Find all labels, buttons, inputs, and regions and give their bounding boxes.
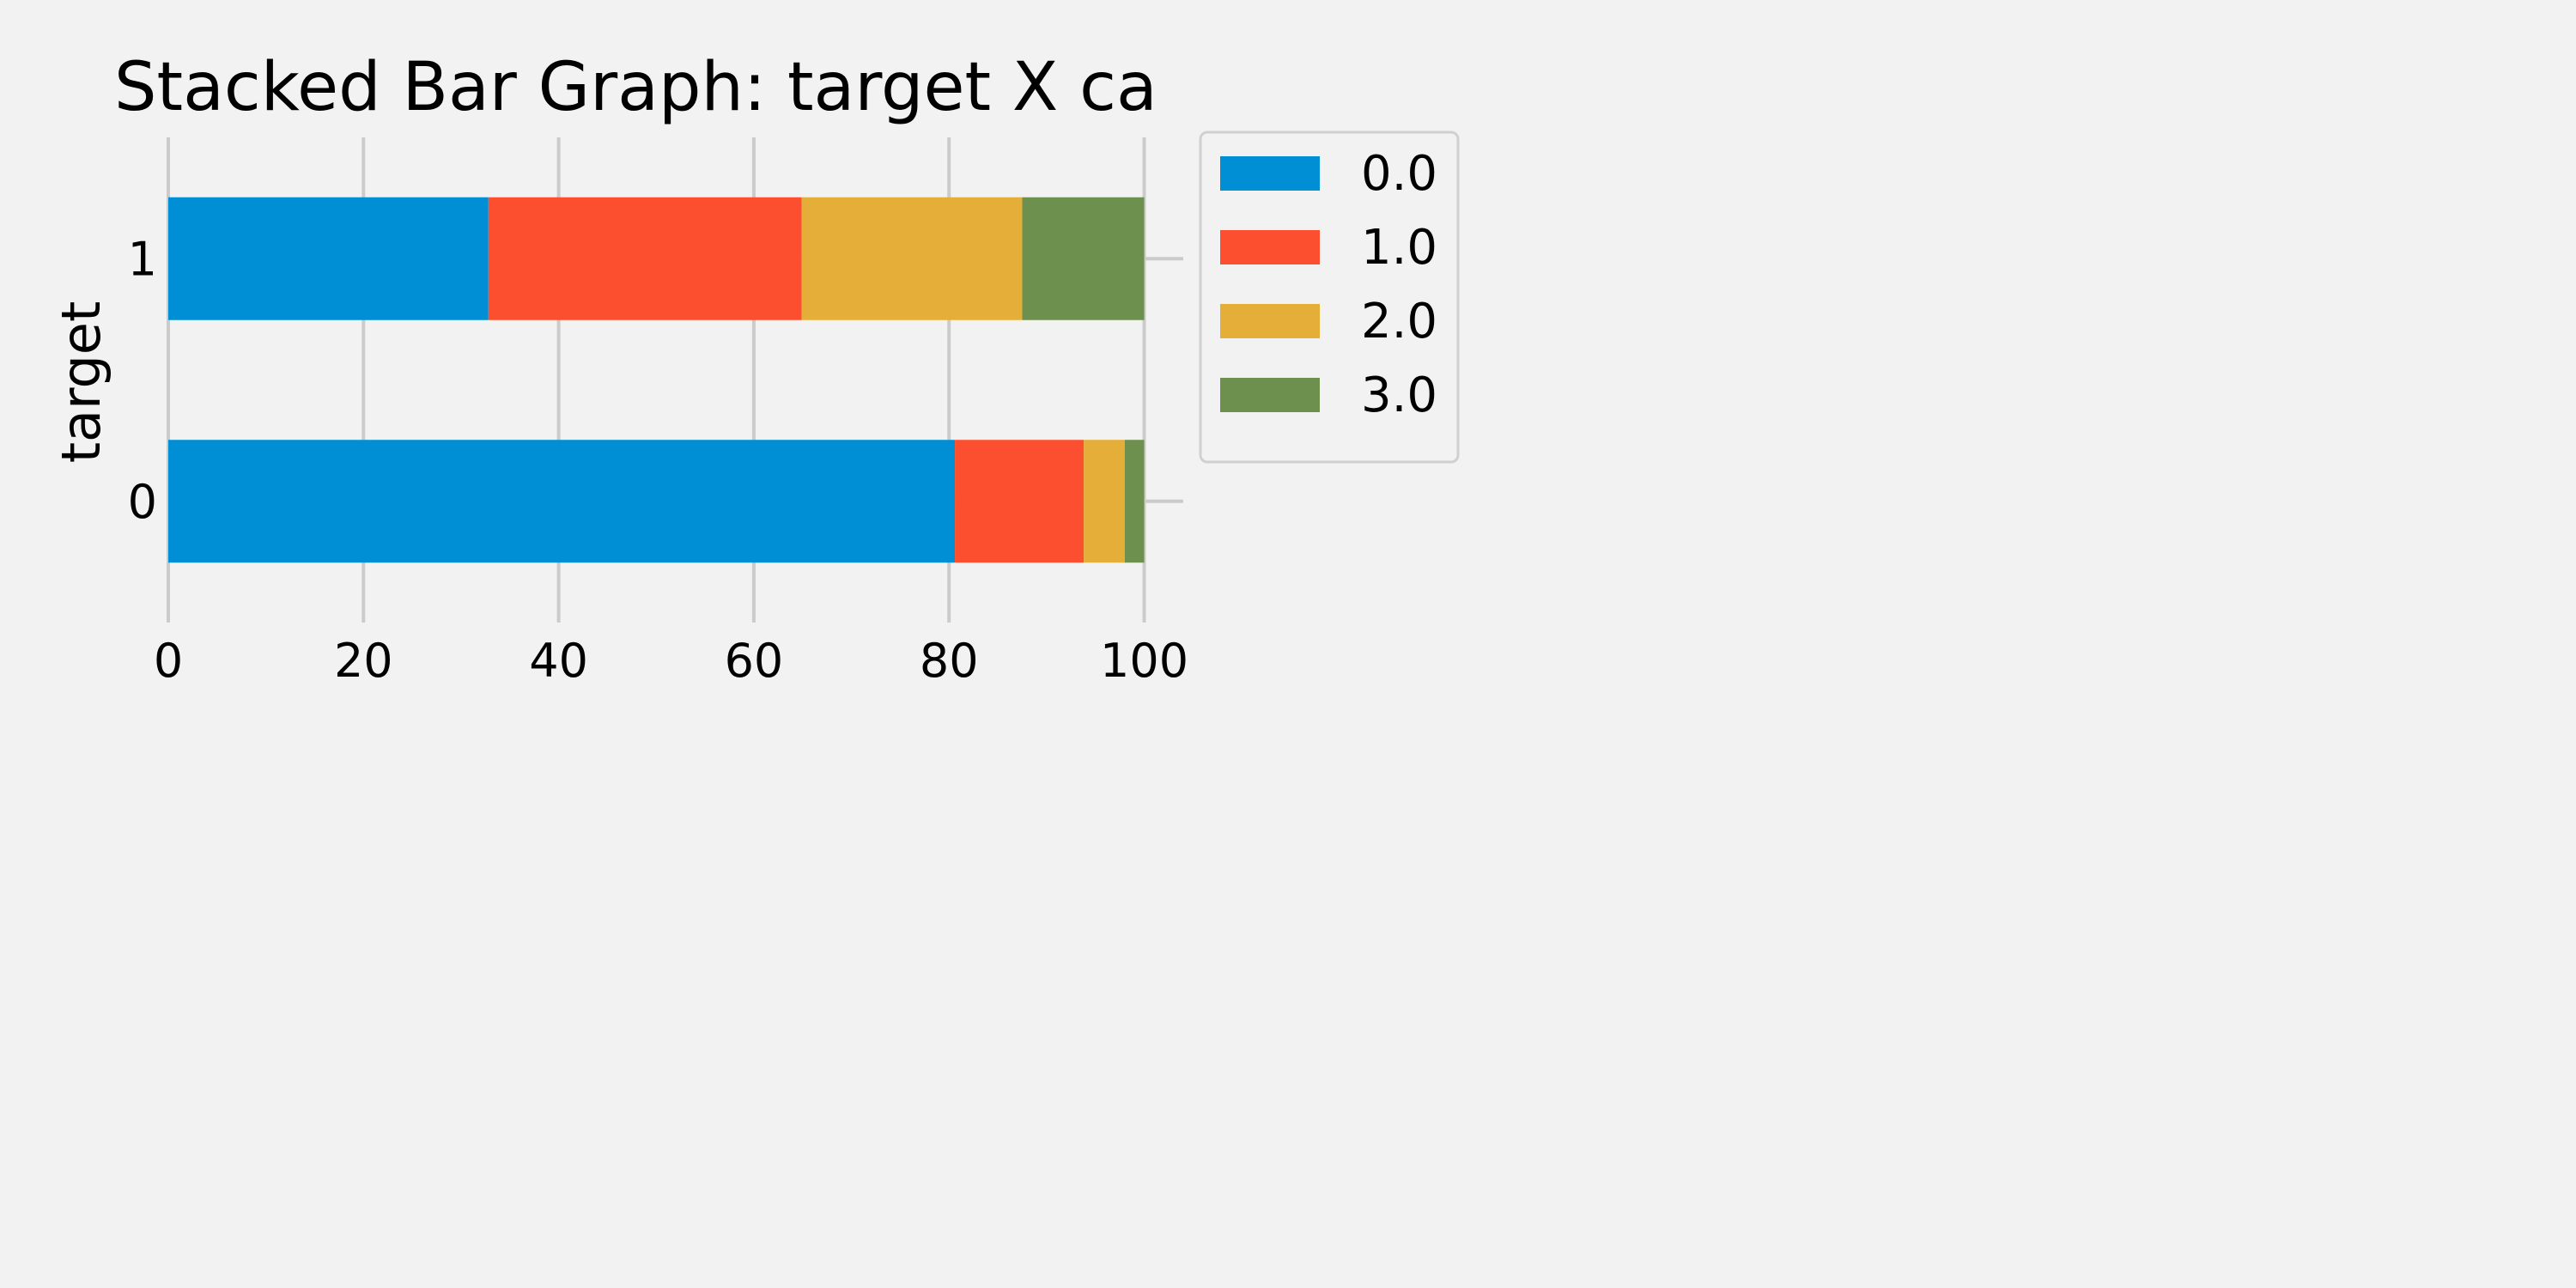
- legend-label: 0.0: [1361, 146, 1437, 202]
- legend-label: 2.0: [1361, 294, 1437, 349]
- x-tick-label: 60: [725, 634, 784, 688]
- bar-segment: [801, 197, 1023, 320]
- bar-segment: [1124, 440, 1145, 563]
- legend-label: 3.0: [1361, 368, 1437, 423]
- x-tick-label: 80: [920, 634, 979, 688]
- x-tick-label: 20: [334, 634, 393, 688]
- bar-segment: [168, 440, 956, 563]
- legend-label: 1.0: [1361, 220, 1437, 276]
- bar-segment: [1022, 197, 1145, 320]
- legend-swatch: [1220, 230, 1320, 264]
- legend-swatch: [1220, 156, 1320, 191]
- legend: 0.0 1.0 2.0 3.0: [1199, 131, 1460, 464]
- y-axis-label: target: [50, 301, 112, 464]
- bar-segment: [955, 440, 1084, 563]
- chart-title: Stacked Bar Graph: target X ca: [114, 49, 1157, 126]
- y-tick-label: 0: [128, 475, 157, 529]
- bar-segment: [1084, 440, 1125, 563]
- bar-segment: [488, 197, 802, 320]
- bars: [168, 197, 1145, 563]
- axis-ticks: 0 20 40 60 80 100 0 1: [128, 232, 1188, 688]
- x-tick-label: 100: [1100, 634, 1188, 688]
- legend-swatch: [1220, 378, 1320, 412]
- x-tick-label: 0: [154, 634, 183, 688]
- y-tick-label: 1: [128, 232, 157, 286]
- bar-segment: [168, 197, 489, 320]
- legend-swatch: [1220, 304, 1320, 338]
- x-tick-label: 40: [529, 634, 588, 688]
